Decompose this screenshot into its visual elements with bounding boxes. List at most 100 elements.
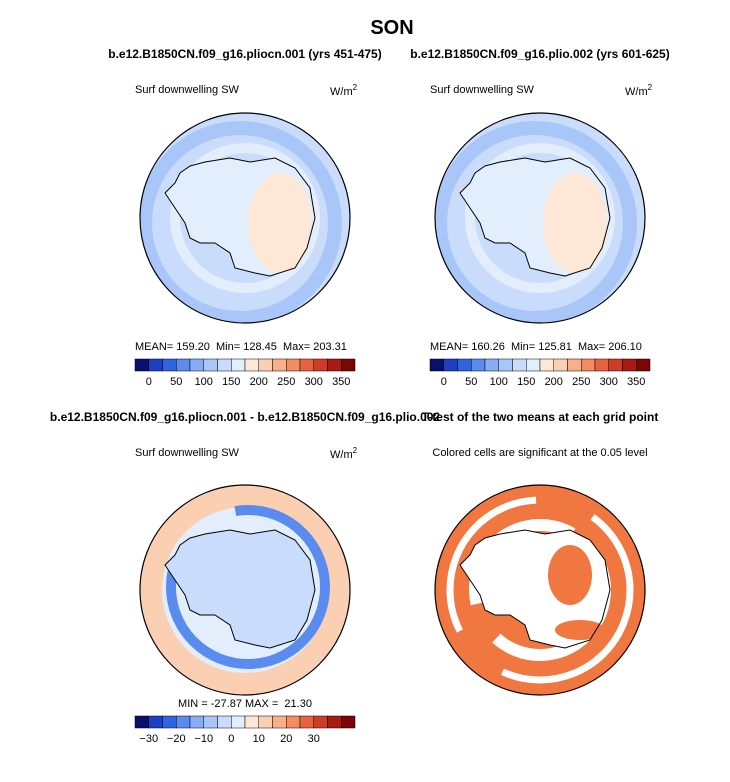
colorbar-box <box>231 715 246 729</box>
units-superscript: 2 <box>353 446 358 455</box>
colorbar-label: 150 <box>222 376 240 388</box>
stats: MIN = -27.87 MAX = 21.30 <box>178 698 312 710</box>
colorbar-box <box>636 358 651 372</box>
colorbar-box <box>553 358 568 372</box>
coastline <box>164 529 316 649</box>
colorbar-label: −10 <box>194 733 213 745</box>
colorbar-box <box>189 358 204 372</box>
map-border <box>139 112 351 324</box>
colorbar-label: 0 <box>146 376 152 388</box>
units-label: W/m2 <box>625 83 653 98</box>
colorbar-label: 150 <box>517 376 535 388</box>
units: W/m <box>330 86 353 98</box>
map <box>140 113 350 323</box>
variable-label: Surf downwelling SW <box>135 447 240 459</box>
land <box>165 530 315 648</box>
colorbar-box <box>231 358 246 372</box>
colorbar-label: 20 <box>280 733 292 745</box>
colorbar-box <box>327 715 342 729</box>
ring-a <box>446 496 634 684</box>
sig-east <box>548 545 592 605</box>
units-superscript: 2 <box>353 83 358 92</box>
colorbar-box <box>539 358 554 372</box>
colorbar-label: 50 <box>170 376 182 388</box>
sig-south <box>555 620 605 640</box>
colorbar-label: 30 <box>308 733 320 745</box>
colorbar-box <box>608 358 623 372</box>
units-superscript: 2 <box>648 83 653 92</box>
colorbar-box <box>443 358 458 372</box>
colorbar-box <box>327 358 342 372</box>
colorbar-box <box>258 715 273 729</box>
coastline <box>459 529 611 649</box>
panel-title: T-test of the two means at each grid poi… <box>422 410 659 424</box>
colorbar-box <box>526 358 541 372</box>
colorbar-box <box>299 715 314 729</box>
colorbar-label: 300 <box>305 376 323 388</box>
panel-title: b.e12.B1850CN.f09_g16.plio.002 (yrs 601-… <box>410 47 669 61</box>
units: W/m <box>330 449 353 461</box>
colorbar-box <box>313 715 328 729</box>
colorbar-box <box>286 715 301 729</box>
colorbar-box <box>244 715 259 729</box>
colorbar-label: 200 <box>545 376 563 388</box>
colorbar-box <box>498 358 513 372</box>
map-border <box>434 112 646 324</box>
colorbar-label: 0 <box>228 733 234 745</box>
units-label: W/m2 <box>330 446 358 461</box>
colorbar-label: 250 <box>277 376 295 388</box>
panel-title: b.e12.B1850CN.f09_g16.pliocn.001 - b.e12… <box>50 410 441 424</box>
colorbar-label: 350 <box>627 376 645 388</box>
coastline <box>459 157 611 277</box>
note-label: Colored cells are significant at the 0.0… <box>432 447 647 459</box>
colorbar-box <box>134 715 149 729</box>
colorbar-box <box>189 715 204 729</box>
map <box>140 485 350 695</box>
stats: MEAN= 160.26 Min= 125.81 Max= 206.10 <box>430 341 642 353</box>
colorbar-box <box>244 358 259 372</box>
colorbar-box <box>148 358 163 372</box>
stats: MEAN= 159.20 Min= 128.45 Max= 203.31 <box>135 341 347 353</box>
colorbar-box <box>299 358 314 372</box>
colorbar-label: 100 <box>490 376 508 388</box>
colorbar-box <box>148 715 163 729</box>
colorbar-box <box>203 358 218 372</box>
colorbar-box <box>258 358 273 372</box>
map <box>435 113 645 323</box>
colorbar-label: −30 <box>139 733 158 745</box>
colorbar-label: 50 <box>465 376 477 388</box>
map-border <box>139 484 351 696</box>
colorbar-box <box>272 715 287 729</box>
outer-band <box>140 121 342 323</box>
colorbar-label: 250 <box>572 376 590 388</box>
map-border <box>434 484 646 696</box>
colorbar-box <box>457 358 472 372</box>
colorbar-box <box>471 358 486 372</box>
colorbar-label: 10 <box>253 733 265 745</box>
colorbar-label: 0 <box>441 376 447 388</box>
colorbar-box <box>272 358 287 372</box>
east-plateau <box>543 173 607 273</box>
colorbar-box <box>162 715 177 729</box>
colorbar-box <box>622 358 637 372</box>
colorbar-box <box>341 358 356 372</box>
colorbar-box <box>341 715 356 729</box>
variable-label: Surf downwelling SW <box>135 84 240 96</box>
variable-label: Surf downwelling SW <box>430 84 535 96</box>
colorbar-box <box>484 358 499 372</box>
colorbar-label: 350 <box>332 376 350 388</box>
colorbar-box <box>134 358 149 372</box>
colorbar-box <box>217 715 232 729</box>
colorbar-box <box>429 358 444 372</box>
colorbar-box <box>594 358 609 372</box>
colorbar-box <box>512 358 527 372</box>
outer-band <box>435 121 637 323</box>
colorbar-label: 100 <box>195 376 213 388</box>
units-label: W/m2 <box>330 83 358 98</box>
neg-band <box>166 505 330 669</box>
east-plateau <box>248 173 312 273</box>
colorbar-box <box>176 358 191 372</box>
coastline <box>164 157 316 277</box>
panel-title: b.e12.B1850CN.f09_g16.pliocn.001 (yrs 45… <box>108 47 381 61</box>
